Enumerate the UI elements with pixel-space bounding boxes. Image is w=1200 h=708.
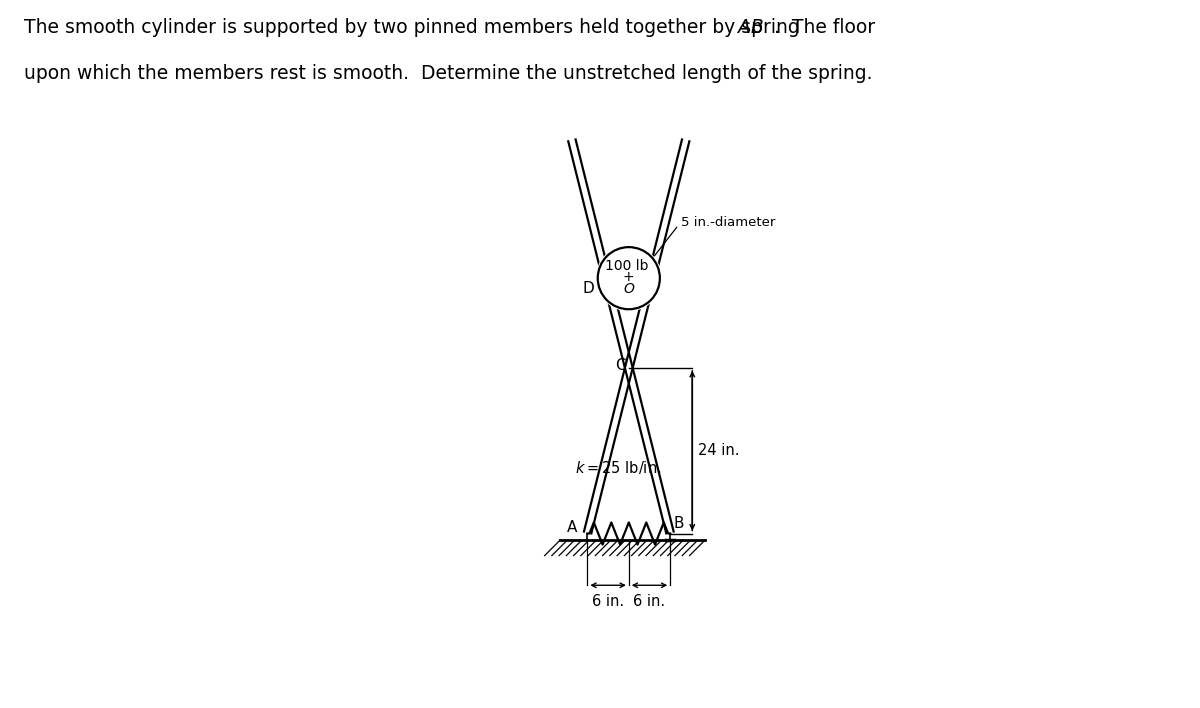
Circle shape (596, 246, 661, 311)
Text: O: O (623, 282, 635, 295)
Text: B: B (673, 515, 684, 531)
Text: upon which the members rest is smooth.  Determine the unstretched length of the : upon which the members rest is smooth. D… (24, 64, 872, 83)
Circle shape (598, 247, 660, 309)
Text: 24 in.: 24 in. (698, 443, 739, 458)
Text: 6 in.: 6 in. (592, 594, 624, 610)
Text: AB: AB (738, 18, 763, 37)
Text: The smooth cylinder is supported by two pinned members held together by spring: The smooth cylinder is supported by two … (24, 18, 805, 37)
Text: 6 in.: 6 in. (634, 594, 666, 610)
Text: 100 lb: 100 lb (605, 258, 648, 273)
Text: E: E (648, 281, 658, 296)
Text: .  The floor: . The floor (774, 18, 875, 37)
Text: C: C (616, 358, 626, 373)
Text: $k = 25$ lb/in.: $k = 25$ lb/in. (575, 459, 661, 476)
Text: 5 in.-diameter: 5 in.-diameter (680, 217, 775, 229)
Text: A: A (568, 520, 577, 535)
Text: D: D (583, 281, 595, 296)
Text: +: + (623, 270, 635, 284)
